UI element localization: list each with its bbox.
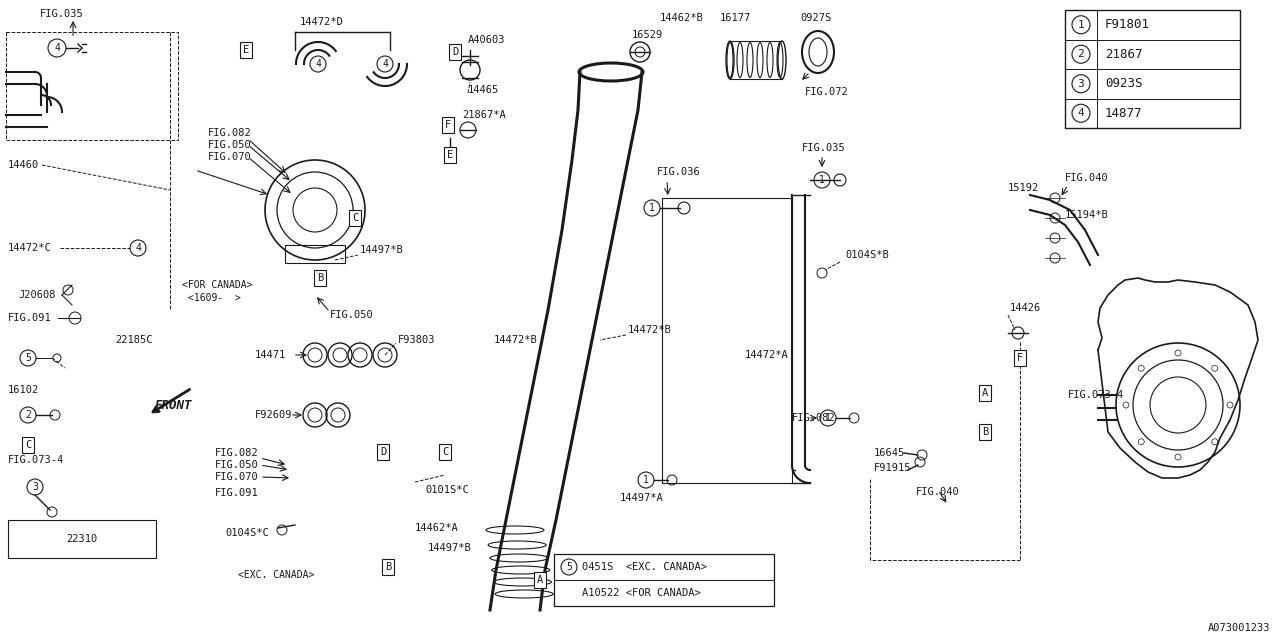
- Text: 0104S*C: 0104S*C: [225, 528, 269, 538]
- Text: FRONT: FRONT: [155, 399, 192, 412]
- Text: F92609: F92609: [255, 410, 293, 420]
- Text: <1609-  >: <1609- >: [188, 293, 241, 303]
- Text: FIG.073-4: FIG.073-4: [8, 455, 64, 465]
- Text: B: B: [317, 273, 323, 283]
- Text: F: F: [1016, 353, 1023, 363]
- Text: 15192: 15192: [1009, 183, 1039, 193]
- Text: 15194*B: 15194*B: [1065, 210, 1108, 220]
- Text: 4: 4: [315, 59, 321, 69]
- Bar: [1065, 10, 1240, 128]
- Text: FIG.082: FIG.082: [792, 413, 836, 423]
- Text: 4: 4: [1078, 108, 1084, 118]
- Text: FIG.073-4: FIG.073-4: [1068, 390, 1124, 400]
- Text: <EXC. CANADA>: <EXC. CANADA>: [238, 570, 315, 580]
- Text: C: C: [442, 447, 448, 457]
- Text: 3: 3: [32, 482, 38, 492]
- Text: A40603: A40603: [468, 35, 506, 45]
- Text: 14462*B: 14462*B: [660, 13, 704, 23]
- Text: C: C: [352, 213, 358, 223]
- Text: 0101S*C: 0101S*C: [425, 485, 468, 495]
- Text: 14472*C: 14472*C: [8, 243, 51, 253]
- Text: 14426: 14426: [1010, 303, 1041, 313]
- Text: A: A: [982, 388, 988, 398]
- Text: 21867*A: 21867*A: [462, 110, 506, 120]
- Text: FIG.050: FIG.050: [215, 460, 259, 470]
- Bar: [6, 32, 178, 140]
- Text: F91801: F91801: [1105, 19, 1149, 31]
- Text: 14472*B: 14472*B: [628, 325, 672, 335]
- Text: 14877: 14877: [1105, 107, 1143, 120]
- Text: 14497*B: 14497*B: [360, 245, 403, 255]
- Text: D: D: [452, 47, 458, 57]
- Bar: [285, 245, 346, 263]
- Text: FIG.050: FIG.050: [207, 140, 252, 150]
- Text: FIG.040: FIG.040: [916, 487, 960, 497]
- Text: 0927S: 0927S: [800, 13, 831, 23]
- Text: 2: 2: [26, 410, 31, 420]
- Text: FIG.040: FIG.040: [1065, 173, 1108, 183]
- Text: 21867: 21867: [1105, 48, 1143, 61]
- Text: 1: 1: [819, 175, 824, 185]
- Text: 14460: 14460: [8, 160, 40, 170]
- Text: C: C: [24, 440, 31, 450]
- Text: 4: 4: [381, 59, 388, 69]
- Text: FIG.091: FIG.091: [215, 488, 259, 498]
- Text: J20608: J20608: [18, 290, 55, 300]
- Text: 1: 1: [826, 413, 831, 423]
- Text: 16102: 16102: [8, 385, 40, 395]
- Text: F91915: F91915: [874, 463, 911, 473]
- Bar: [662, 198, 792, 483]
- Text: F: F: [445, 120, 451, 130]
- Text: 4: 4: [54, 43, 60, 53]
- Text: 1: 1: [649, 203, 655, 213]
- Text: 0104S*B: 0104S*B: [845, 250, 888, 260]
- Text: FIG.072: FIG.072: [805, 87, 849, 97]
- Text: FIG.091: FIG.091: [8, 313, 51, 323]
- Text: 1: 1: [643, 475, 649, 485]
- Text: 14472*B: 14472*B: [494, 335, 538, 345]
- Text: 4: 4: [136, 243, 141, 253]
- Text: E: E: [447, 150, 453, 160]
- Text: FIG.070: FIG.070: [207, 152, 252, 162]
- Text: 16529: 16529: [632, 30, 663, 40]
- Text: FIG.035: FIG.035: [803, 143, 846, 153]
- Text: 22310: 22310: [67, 534, 97, 544]
- Text: FIG.035: FIG.035: [40, 9, 83, 19]
- Text: 16645: 16645: [874, 448, 905, 458]
- Text: A: A: [536, 575, 543, 585]
- Text: 16177: 16177: [719, 13, 751, 23]
- Text: A073001233: A073001233: [1207, 623, 1270, 633]
- Text: D: D: [380, 447, 387, 457]
- Text: 14472*D: 14472*D: [300, 17, 344, 27]
- Text: <FOR CANADA>: <FOR CANADA>: [182, 280, 252, 290]
- Text: 0451S  <EXC. CANADA>: 0451S <EXC. CANADA>: [582, 562, 707, 572]
- Text: F93803: F93803: [398, 335, 435, 345]
- Text: FIG.082: FIG.082: [207, 128, 252, 138]
- Text: FIG.036: FIG.036: [657, 167, 700, 177]
- Text: 14465: 14465: [468, 85, 499, 95]
- Text: 14497*A: 14497*A: [620, 493, 664, 503]
- Text: 22185C: 22185C: [115, 335, 152, 345]
- Text: B: B: [385, 562, 392, 572]
- Text: 5: 5: [26, 353, 31, 363]
- Text: FIG.070: FIG.070: [215, 472, 259, 482]
- Text: 3: 3: [1078, 79, 1084, 89]
- Text: 14497*B: 14497*B: [428, 543, 472, 553]
- Text: 2: 2: [1078, 49, 1084, 60]
- Text: 14462*A: 14462*A: [415, 523, 458, 533]
- Text: 0923S: 0923S: [1105, 77, 1143, 90]
- Bar: [554, 554, 774, 606]
- Text: 14471: 14471: [255, 350, 287, 360]
- Text: 1: 1: [1078, 20, 1084, 29]
- Text: A10522 <FOR CANADA>: A10522 <FOR CANADA>: [582, 588, 700, 598]
- Bar: [8, 520, 156, 558]
- Text: FIG.050: FIG.050: [330, 310, 374, 320]
- Text: 14472*A: 14472*A: [745, 350, 788, 360]
- Text: 5: 5: [566, 562, 572, 572]
- Text: E: E: [243, 45, 250, 55]
- Text: B: B: [982, 427, 988, 437]
- Text: FIG.082: FIG.082: [215, 448, 259, 458]
